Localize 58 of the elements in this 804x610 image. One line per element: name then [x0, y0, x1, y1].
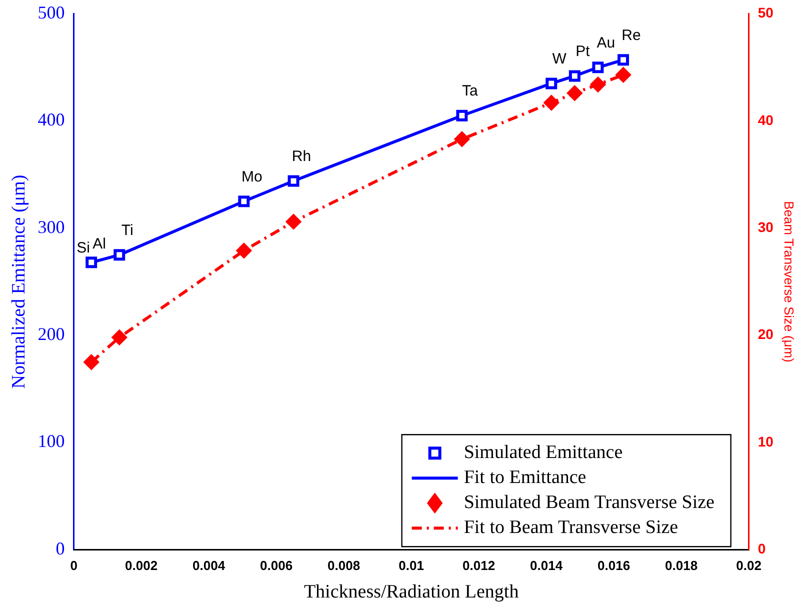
y2-tick-label: 0 [758, 540, 766, 556]
y2-tick-label: 40 [758, 112, 774, 128]
legend-label: Simulated Beam Transverse Size [464, 492, 714, 514]
y2-tick-label: 30 [758, 218, 774, 235]
point [86, 256, 98, 268]
y-tick-label: 100 [38, 431, 65, 452]
point [616, 67, 631, 82]
annotation: Rh [292, 148, 312, 166]
y2-tick-label: 50 [758, 4, 774, 21]
point [286, 214, 302, 230]
point [236, 243, 252, 258]
annotation: Ta [462, 82, 479, 100]
y-tick-label: 200 [38, 324, 65, 344]
point [288, 175, 300, 187]
x-tick-label: 0.014 [530, 558, 564, 573]
point [84, 354, 99, 370]
x-tick-label: 0.01 [398, 558, 424, 573]
point [590, 77, 606, 92]
x-tick-label: 0.008 [328, 558, 360, 573]
legend-label: Fit to Emittance [464, 467, 586, 488]
x-tick-label: 0.016 [598, 558, 630, 573]
legend-label: Simulated Emittance [464, 442, 623, 464]
x-tick-label: 0.018 [665, 558, 698, 573]
annotation: Mo [241, 168, 262, 186]
annotation: Au [596, 34, 616, 52]
x-axis-title: Thickness/Radiation Length [304, 582, 520, 603]
x-tick-label: 0.012 [462, 558, 496, 573]
point [568, 70, 580, 82]
point [238, 196, 250, 208]
annotation: Si [76, 240, 90, 257]
y-axis-title: Normalized Emittance (μm) [8, 174, 30, 389]
y-tick-label: 300 [38, 216, 65, 237]
point [112, 330, 127, 345]
x-tick-label: 0.004 [192, 558, 226, 573]
annotation: Ti [121, 222, 134, 240]
annotation: Al [92, 236, 106, 253]
x-tick-label: 0.02 [736, 558, 762, 573]
x-tick-label: 0.002 [125, 558, 158, 573]
point [114, 249, 126, 261]
y2-tick-label: 20 [758, 326, 774, 342]
point [618, 54, 630, 66]
annotation: Pt [576, 43, 591, 60]
point [456, 110, 468, 122]
legend-label: Fit to Beam Transverse Size [464, 517, 678, 538]
annotation: Re [622, 27, 641, 44]
point [544, 95, 559, 110]
point [454, 132, 470, 147]
point [567, 86, 582, 101]
y2-tick-label: 10 [758, 433, 774, 450]
annotation: W [552, 50, 568, 68]
x-tick-label: 0 [70, 558, 78, 573]
y-tick-label: 400 [38, 110, 65, 130]
point [592, 62, 604, 74]
point [546, 78, 558, 90]
x-tick-label: 0.006 [260, 558, 293, 573]
y2-axis-title: Beam Transverse Size (μm) [782, 201, 797, 362]
y-tick-label: 500 [38, 2, 65, 23]
y-tick-label: 0 [56, 538, 65, 558]
